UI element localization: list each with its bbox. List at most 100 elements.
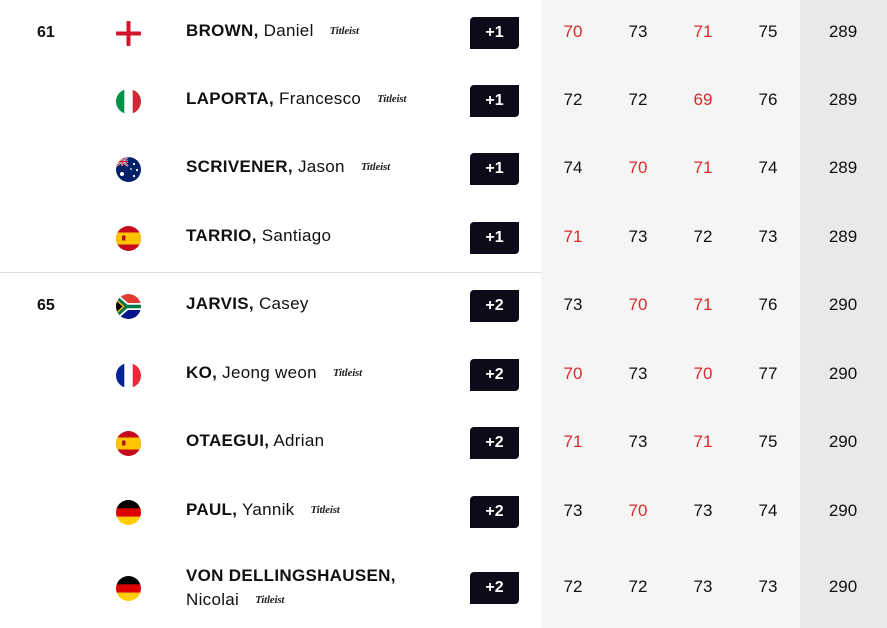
player-given-name: Francesco [274,89,362,108]
player-given-name: Daniel [258,21,314,40]
player-name[interactable]: VON DELLINGSHAUSEN, Nicolai Titleist [186,564,396,612]
player-name[interactable]: KO, Jeong weon Titleist [186,363,362,383]
table-row[interactable]: 65 JARVIS, Casey +2 73 70 71 76 290 [0,272,887,340]
round-1-score: 73 [563,295,583,314]
total-score: 290 [828,295,858,314]
player-name[interactable]: JARVIS, Casey [186,294,309,314]
total-column-background [800,0,887,628]
player-position: 61 [37,24,55,41]
rounds-column-background [541,0,800,628]
player-surname: VON DELLINGSHAUSEN, [186,566,396,585]
round-3-score: 70 [693,364,713,383]
round-3-score: 69 [693,90,713,109]
player-surname: PAUL, [186,500,238,519]
to-par-badge: +1 [470,85,519,117]
player-name[interactable]: BROWN, Daniel Titleist [186,21,359,41]
round-2-score: 72 [628,90,648,109]
round-1-score: 74 [563,158,583,177]
round-2-score: 72 [628,577,648,596]
table-row[interactable]: PAUL, Yannik Titleist +2 73 70 73 74 290 [0,478,887,546]
total-score: 289 [828,22,858,41]
total-score: 289 [828,90,858,109]
total-score: 290 [828,501,858,520]
table-row[interactable]: 61 BROWN, Daniel Titleist +1 70 73 71 75 289 [0,0,887,67]
player-given-name: Jeong weon [217,363,317,382]
total-score: 289 [828,227,858,246]
round-1-score: 70 [563,364,583,383]
england-flag-icon [116,20,141,46]
sponsor-logo: Titleist [255,594,285,606]
round-3-score: 72 [693,227,713,246]
sponsor-logo: Titleist [332,367,362,379]
player-surname: LAPORTA, [186,89,275,108]
to-par-badge: +1 [470,153,519,185]
table-row[interactable]: TARRIO, Santiago +1 71 73 72 73 289 [0,204,887,272]
round-4-score: 75 [758,432,778,451]
sponsor-logo: Titleist [310,504,340,516]
france-flag-icon [116,362,141,388]
sponsor-logo: Titleist [377,93,407,105]
total-score: 290 [828,432,858,451]
player-given-name: Yannik [237,500,295,519]
player-given-name: Adrian [269,431,325,450]
round-2-score: 70 [628,295,648,314]
round-4-score: 74 [758,158,778,177]
round-1-score: 71 [563,432,583,451]
south-africa-flag-icon [116,293,141,319]
round-1-score: 72 [563,577,583,596]
round-4-score: 73 [758,577,778,596]
germany-flag-icon [116,575,141,601]
player-given-name: Santiago [256,226,332,245]
sponsor-logo: Titleist [329,25,359,37]
round-2-score: 73 [628,432,648,451]
player-name[interactable]: PAUL, Yannik Titleist [186,500,340,520]
round-3-score: 71 [693,295,713,314]
table-row[interactable]: KO, Jeong weon Titleist +2 70 73 70 77 290 [0,341,887,409]
player-name[interactable]: OTAEGUI, Adrian [186,431,324,451]
spain-flag-icon [116,225,141,251]
round-3-score: 73 [693,501,713,520]
table-row[interactable]: OTAEGUI, Adrian +2 71 73 71 75 290 [0,409,887,477]
round-4-score: 77 [758,364,778,383]
round-4-score: 74 [758,501,778,520]
to-par-badge: +1 [470,17,519,49]
round-2-score: 73 [628,364,648,383]
round-4-score: 76 [758,90,778,109]
round-4-score: 73 [758,227,778,246]
player-surname: TARRIO, [186,226,257,245]
round-2-score: 70 [628,158,648,177]
player-surname: SCRIVENER, [186,157,293,176]
total-score: 290 [828,577,858,596]
round-3-score: 71 [693,158,713,177]
round-1-score: 71 [563,227,583,246]
australia-flag-icon [116,156,141,182]
to-par-badge: +2 [470,496,519,528]
round-4-score: 75 [758,22,778,41]
player-surname: JARVIS, [186,294,254,313]
position-group-divider [0,272,541,273]
total-score: 290 [828,364,858,383]
spain-flag-icon [116,430,141,456]
sponsor-logo: Titleist [360,161,390,173]
round-3-score: 73 [693,577,713,596]
table-row[interactable]: VON DELLINGSHAUSEN, Nicolai Titleist +2 72 72… [0,554,887,622]
round-1-score: 70 [563,22,583,41]
round-3-score: 71 [693,22,713,41]
to-par-badge: +2 [470,427,519,459]
table-row[interactable]: SCRIVENER, Jason Titleist +1 74 70 71 74 289 [0,135,887,203]
player-name[interactable]: TARRIO, Santiago [186,226,331,246]
round-2-score: 73 [628,22,648,41]
player-given-name: Casey [253,294,309,313]
player-name[interactable]: LAPORTA, Francesco Titleist [186,89,406,109]
round-3-score: 71 [693,432,713,451]
to-par-badge: +1 [470,222,519,254]
player-name[interactable]: SCRIVENER, Jason Titleist [186,157,390,177]
table-row[interactable]: LAPORTA, Francesco Titleist +1 72 72 69 76 289 [0,67,887,135]
round-2-score: 70 [628,501,648,520]
player-surname: BROWN, [186,21,259,40]
player-given-name: Jason [292,157,345,176]
total-score: 289 [828,158,858,177]
player-given-name: Nicolai [186,590,240,609]
player-position: 65 [37,297,55,314]
